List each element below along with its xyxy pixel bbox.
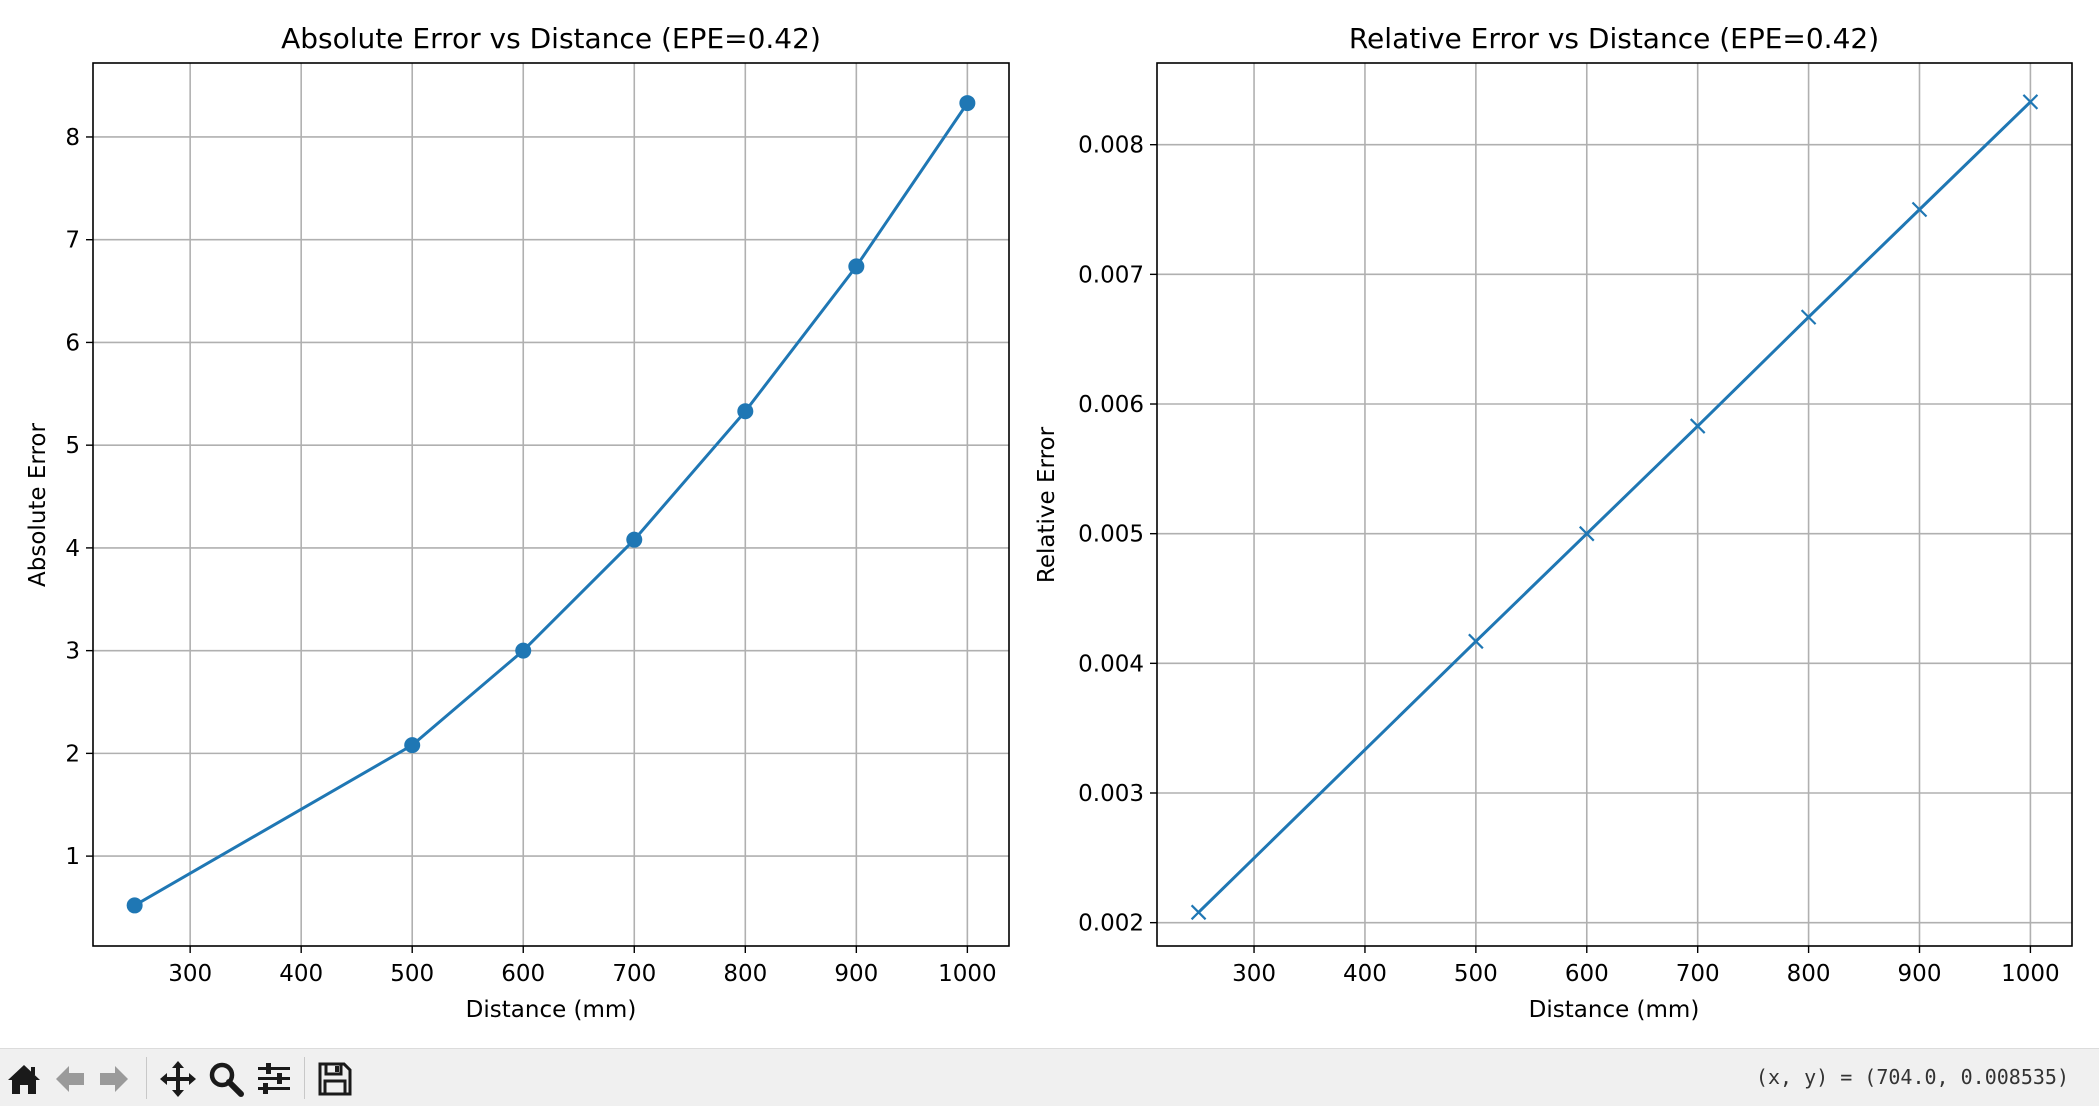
x-tick-label: 700 — [612, 961, 656, 987]
x-tick-label: 300 — [1232, 961, 1276, 987]
chart-absolute-error: Absolute Error vs Distance (EPE=0.42) Di… — [25, 22, 1010, 1023]
figure-canvas[interactable]: Absolute Error vs Distance (EPE=0.42) Di… — [0, 0, 2099, 1048]
y-tick-label: 0.006 — [1078, 392, 1144, 418]
x-tick-label: 900 — [834, 961, 878, 987]
y-tick-label: 3 — [65, 639, 80, 665]
x-axis-label: Distance (mm) — [1529, 997, 1700, 1023]
x-tick-label: 600 — [1565, 961, 1609, 987]
x-tick-label: 700 — [1676, 961, 1720, 987]
figure: Absolute Error vs Distance (EPE=0.42) Di… — [0, 0, 2099, 1048]
x-tick-label: 1000 — [2001, 961, 2060, 987]
cursor-coordinates-readout: (x, y) = (704.0, 0.008535) — [1755, 1065, 2069, 1089]
plot-area — [93, 63, 1009, 946]
data-point — [1911, 201, 1928, 218]
chart-relative-error: Relative Error vs Distance (EPE=0.42) Di… — [1034, 22, 2073, 1023]
x-tick-label: 300 — [168, 961, 212, 987]
y-tick-label: 1 — [65, 844, 80, 870]
y-tick-label: 2 — [65, 741, 80, 767]
axes-frame — [92, 62, 1010, 947]
y-tick-label: 0.007 — [1078, 262, 1144, 288]
navigation-toolbar: (x, y) = (704.0, 0.008535) — [0, 1048, 2099, 1106]
configure-subplots-icon[interactable] — [254, 1059, 294, 1099]
data-point — [626, 531, 643, 548]
x-tick-label: 400 — [279, 961, 323, 987]
data-point — [848, 258, 865, 275]
data-point — [1578, 525, 1595, 542]
y-tick-label: 6 — [65, 330, 80, 356]
forward-arrow-icon[interactable] — [94, 1059, 134, 1099]
axes-frame — [1156, 62, 2073, 947]
y-tick-label: 0.008 — [1078, 133, 1144, 159]
data-point — [1190, 904, 1207, 921]
x-tick-label: 900 — [1898, 961, 1942, 987]
y-axis-label: Absolute Error — [25, 423, 51, 587]
x-tick-label: 800 — [723, 961, 767, 987]
save-icon[interactable] — [315, 1059, 355, 1099]
y-tick-label: 0.005 — [1078, 522, 1144, 548]
chart-title: Absolute Error vs Distance (EPE=0.42) — [281, 22, 821, 55]
home-icon[interactable] — [4, 1059, 44, 1099]
x-tick-label: 1000 — [938, 961, 997, 987]
back-arrow-icon[interactable] — [50, 1059, 90, 1099]
zoom-icon[interactable] — [206, 1059, 246, 1099]
x-tick-label: 500 — [1454, 961, 1498, 987]
y-tick-label: 8 — [65, 125, 80, 151]
pan-icon[interactable] — [158, 1059, 198, 1099]
y-tick-label: 0.002 — [1078, 911, 1144, 937]
y-axis-label: Relative Error — [1034, 426, 1060, 583]
x-axis-label: Distance (mm) — [466, 997, 637, 1023]
x-tick-label: 500 — [390, 961, 434, 987]
data-point — [1689, 418, 1706, 434]
toolbar-separator — [146, 1057, 147, 1099]
data-point — [126, 897, 143, 914]
data-point — [959, 95, 976, 112]
y-tick-label: 7 — [65, 228, 80, 254]
x-tick-label: 400 — [1343, 961, 1387, 987]
y-tick-label: 4 — [65, 536, 80, 562]
data-point — [1468, 633, 1484, 650]
data-point — [737, 403, 754, 420]
data-point — [2022, 94, 2039, 110]
chart-title: Relative Error vs Distance (EPE=0.42) — [1349, 22, 1879, 55]
y-tick-label: 5 — [65, 433, 80, 459]
toolbar-separator — [304, 1057, 305, 1099]
y-tick-label: 0.004 — [1078, 651, 1144, 677]
y-tick-label: 0.003 — [1078, 781, 1144, 807]
x-tick-label: 800 — [1787, 961, 1831, 987]
x-tick-label: 600 — [501, 961, 545, 987]
data-point — [1800, 309, 1817, 325]
data-point — [404, 737, 421, 754]
data-point — [515, 642, 532, 659]
